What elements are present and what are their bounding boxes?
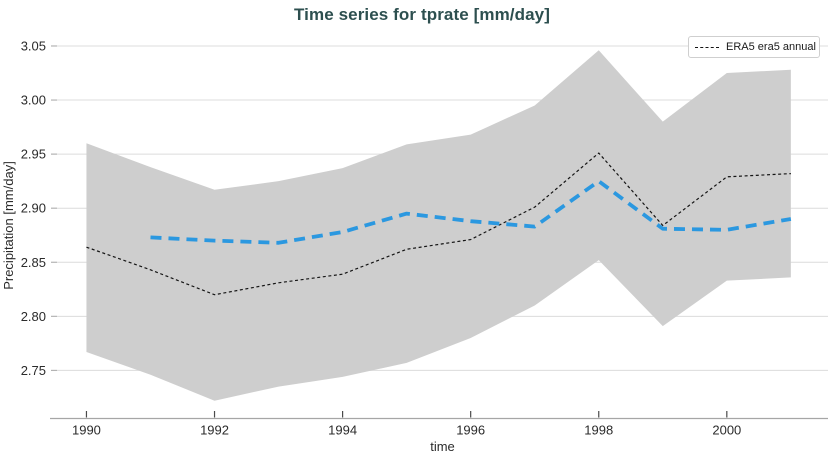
y-tick-label: 2.75 (21, 363, 46, 378)
y-tick-label: 2.80 (21, 309, 46, 324)
era5-annual-line (86, 152, 791, 296)
x-axis-title: time (430, 439, 455, 454)
legend: ERA5 era5 annual (688, 36, 820, 58)
x-tick-label: 1992 (200, 423, 229, 438)
x-tick-label: 1998 (584, 423, 613, 438)
uncertainty-band (86, 50, 791, 401)
y-tick-label: 2.95 (21, 147, 46, 162)
y-tick-label: 2.90 (21, 201, 46, 216)
chart-title: Time series for tprate [mm/day] (294, 5, 550, 24)
y-tick-label: 2.85 (21, 255, 46, 270)
y-tick-label: 3.05 (21, 38, 46, 53)
x-tick-label: 1990 (72, 423, 101, 438)
blue-dashed-line (150, 179, 792, 245)
dashed-line-sample-icon (695, 46, 719, 48)
y-axis-title: Precipitation [mm/day] (1, 161, 16, 290)
x-tick-label: 1994 (328, 423, 357, 438)
y-tick-label: 3.00 (21, 93, 46, 108)
legend-label: ERA5 era5 annual (726, 40, 816, 53)
x-tick-label: 1996 (456, 423, 485, 438)
x-tick-label: 2000 (712, 423, 741, 438)
